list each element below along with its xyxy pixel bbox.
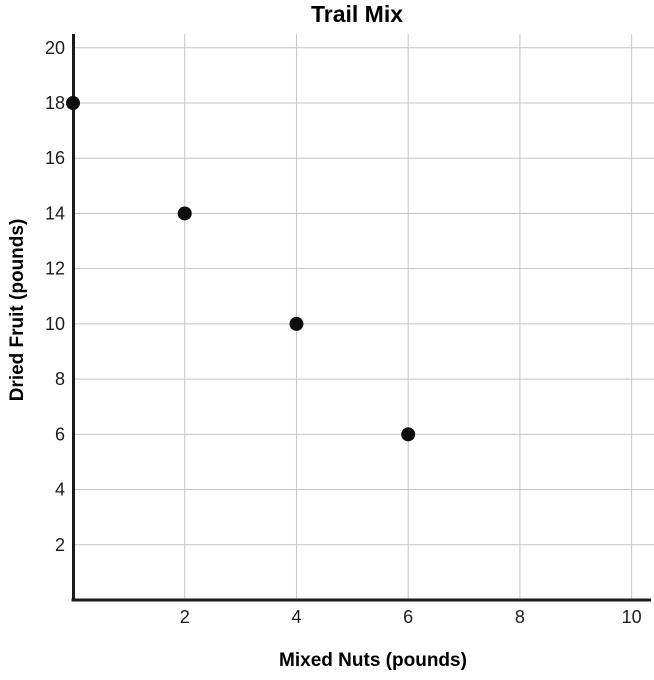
data-points bbox=[66, 96, 416, 442]
y-tick-labels: 2 4 6 8 10 12 14 16 18 20 bbox=[45, 38, 65, 555]
data-point bbox=[177, 206, 192, 221]
chart-title: Trail Mix bbox=[311, 1, 403, 27]
y-tick-label: 12 bbox=[45, 259, 65, 279]
y-tick-label: 10 bbox=[45, 314, 65, 334]
x-tick-labels: 2 4 6 8 10 bbox=[180, 607, 642, 627]
y-axis-label: Dried Fruit (pounds) bbox=[7, 219, 28, 402]
y-tick-label: 20 bbox=[45, 38, 65, 58]
x-tick-label: 6 bbox=[403, 607, 413, 627]
axes bbox=[71, 34, 651, 602]
y-tick-label: 18 bbox=[45, 93, 65, 113]
y-tick-label: 4 bbox=[55, 480, 65, 500]
data-point bbox=[289, 316, 304, 331]
x-axis-label: Mixed Nuts (pounds) bbox=[279, 650, 467, 671]
x-tick-label: 4 bbox=[291, 607, 301, 627]
y-tick-label: 2 bbox=[55, 535, 65, 555]
gridlines bbox=[73, 34, 654, 600]
y-tick-label: 8 bbox=[55, 369, 65, 389]
x-tick-label: 10 bbox=[622, 607, 642, 627]
y-tick-label: 16 bbox=[45, 148, 65, 168]
x-tick-label: 8 bbox=[515, 607, 525, 627]
x-tick-label: 2 bbox=[180, 607, 190, 627]
y-tick-label: 6 bbox=[55, 424, 65, 444]
data-point bbox=[401, 427, 416, 442]
y-tick-label: 14 bbox=[45, 203, 65, 223]
data-point bbox=[66, 96, 80, 111]
